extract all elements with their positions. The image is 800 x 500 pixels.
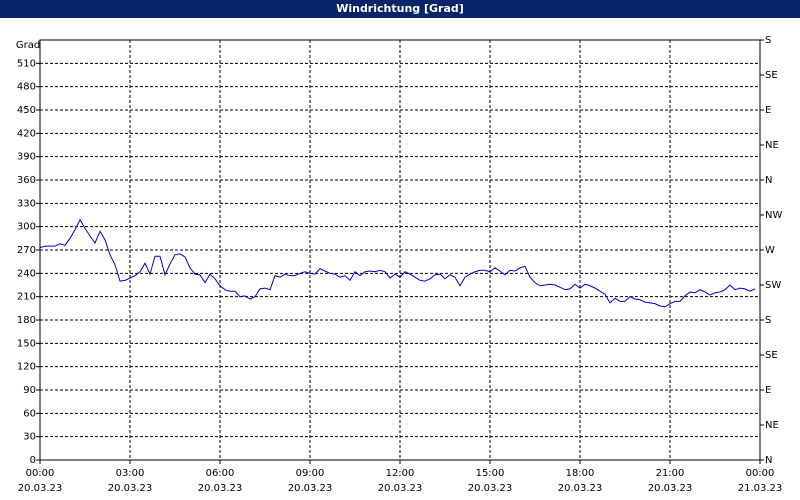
y-tick-label: 420 — [17, 128, 36, 139]
y-tick-label: 0 — [30, 455, 36, 466]
title-bar — [0, 0, 800, 18]
data-line — [39, 218, 756, 308]
x-tick-label: 12:00 — [386, 468, 415, 479]
x-tick-date: 20.03.23 — [18, 483, 63, 494]
y2-tick-label: SE — [765, 350, 778, 361]
y2-tick-label: NE — [765, 140, 779, 151]
y2-tick-label: NE — [765, 420, 779, 431]
y2-tick-label: SE — [765, 70, 778, 81]
x-tick-date: 20.03.23 — [108, 483, 153, 494]
y2-tick-label: NW — [765, 210, 782, 221]
x-tick-date: 20.03.23 — [468, 483, 513, 494]
y-tick-label: 30 — [23, 432, 36, 443]
y-tick-label: 270 — [17, 245, 36, 256]
y-tick-label: 450 — [17, 105, 36, 116]
y2-tick-label: E — [765, 385, 771, 396]
x-tick-label: 18:00 — [566, 468, 595, 479]
x-tick-date: 20.03.23 — [648, 483, 693, 494]
x-tick-label: 00:00 — [26, 468, 55, 479]
y2-tick-label: S — [765, 315, 771, 326]
x-tick-label: 21:00 — [656, 468, 685, 479]
x-tick-date: 20.03.23 — [198, 483, 243, 494]
x-tick-date: 21.03.23 — [738, 483, 783, 494]
y-tick-label: 180 — [17, 315, 36, 326]
y2-tick-label: SW — [765, 280, 781, 291]
y-tick-label: 60 — [23, 408, 36, 419]
x-tick-label: 00:00 — [746, 468, 775, 479]
chart-title: Windrichtung [Grad] — [336, 2, 464, 15]
x-tick-label: 03:00 — [116, 468, 145, 479]
x-tick-date: 20.03.23 — [558, 483, 603, 494]
x-tick-label: 09:00 — [296, 468, 325, 479]
y2-tick-label: N — [765, 455, 772, 466]
y-tick-label: 510 — [17, 58, 36, 69]
y-tick-label: 90 — [23, 385, 36, 396]
y-tick-label: 360 — [17, 175, 36, 186]
y-tick-label: 300 — [17, 222, 36, 233]
y2-tick-label: N — [765, 175, 772, 186]
y-tick-label: 480 — [17, 82, 36, 93]
y2-tick-label: S — [765, 35, 771, 46]
y-axis-label: Grad — [16, 40, 40, 51]
x-tick-date: 20.03.23 — [378, 483, 423, 494]
y2-tick-label: W — [765, 245, 775, 256]
y-tick-label: 330 — [17, 198, 36, 209]
y2-tick-label: E — [765, 105, 771, 116]
y-tick-label: 120 — [17, 362, 36, 373]
y-tick-label: 210 — [17, 292, 36, 303]
x-tick-label: 15:00 — [476, 468, 505, 479]
y-tick-label: 390 — [17, 152, 36, 163]
y-tick-label: 240 — [17, 268, 36, 279]
x-tick-label: 06:00 — [206, 468, 235, 479]
y-tick-label: 150 — [17, 338, 36, 349]
x-tick-date: 20.03.23 — [288, 483, 333, 494]
